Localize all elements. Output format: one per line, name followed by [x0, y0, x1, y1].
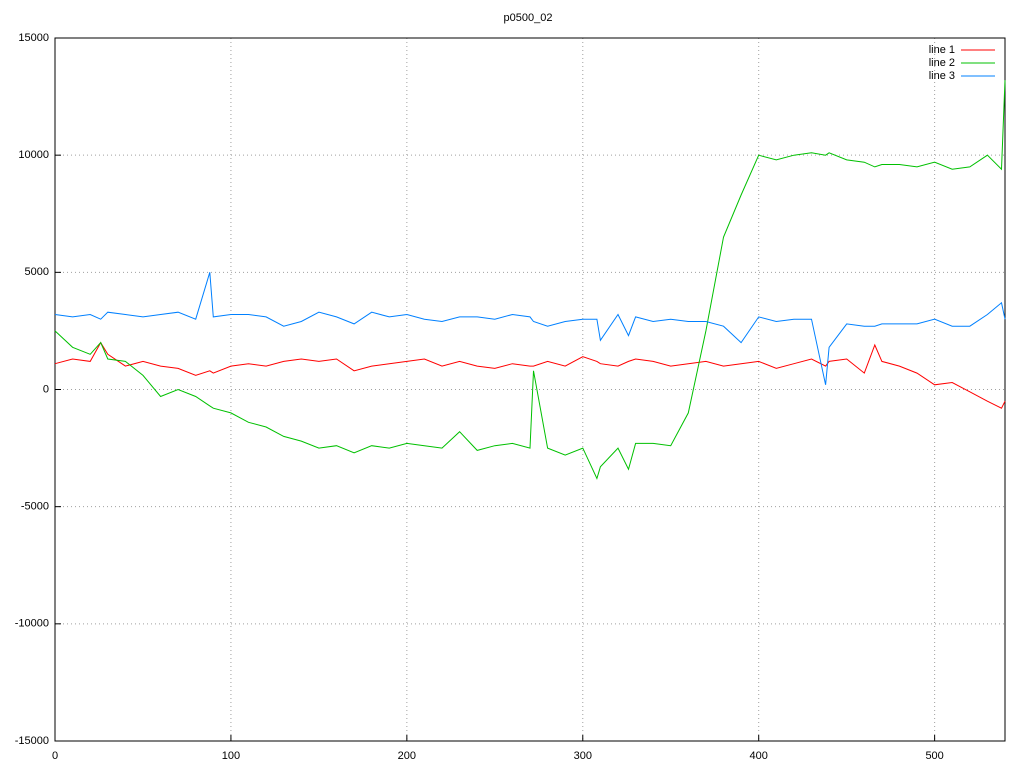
y-tick-label: 10000: [18, 149, 49, 161]
legend-label: line 3: [929, 70, 955, 82]
legend-label: line 2: [929, 57, 955, 69]
x-tick-label: 100: [222, 750, 240, 762]
series-line: [54, 341, 1006, 409]
series-line: [54, 80, 1006, 480]
y-tick-label: 0: [43, 383, 49, 395]
x-tick-label: 500: [925, 750, 943, 762]
y-tick-label: -5000: [21, 501, 49, 513]
y-tick-label: 15000: [18, 32, 49, 44]
x-tick-label: 200: [398, 750, 416, 762]
legend-label: line 1: [929, 44, 955, 56]
plot-frame: [54, 37, 1006, 742]
chart-title: p0500_02: [504, 12, 553, 24]
series-line: [54, 272, 1006, 385]
x-tick-label: 400: [750, 750, 768, 762]
y-tick-label: -10000: [15, 618, 49, 630]
y-tick-label: 5000: [25, 266, 49, 278]
x-tick-label: 0: [52, 750, 58, 762]
x-tick-label: 300: [574, 750, 592, 762]
y-tick-label: -15000: [15, 735, 49, 747]
